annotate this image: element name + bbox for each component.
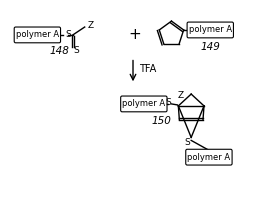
Text: TFA: TFA — [139, 64, 156, 74]
Text: Z: Z — [88, 20, 94, 30]
FancyBboxPatch shape — [187, 22, 233, 38]
Text: polymer A: polymer A — [16, 30, 59, 39]
Text: polymer A: polymer A — [122, 99, 166, 108]
Text: S: S — [65, 30, 71, 39]
FancyBboxPatch shape — [121, 96, 167, 112]
Text: S: S — [166, 98, 171, 107]
Text: polymer A: polymer A — [189, 25, 232, 34]
Text: 150: 150 — [152, 116, 171, 126]
Text: S: S — [184, 138, 190, 147]
Text: 148: 148 — [49, 46, 69, 56]
Text: polymer A: polymer A — [187, 153, 230, 162]
FancyBboxPatch shape — [186, 149, 232, 165]
Text: +: + — [129, 27, 141, 42]
Text: 149: 149 — [200, 42, 220, 52]
Text: Z: Z — [177, 91, 183, 99]
Text: S: S — [74, 46, 80, 55]
FancyBboxPatch shape — [14, 27, 61, 43]
